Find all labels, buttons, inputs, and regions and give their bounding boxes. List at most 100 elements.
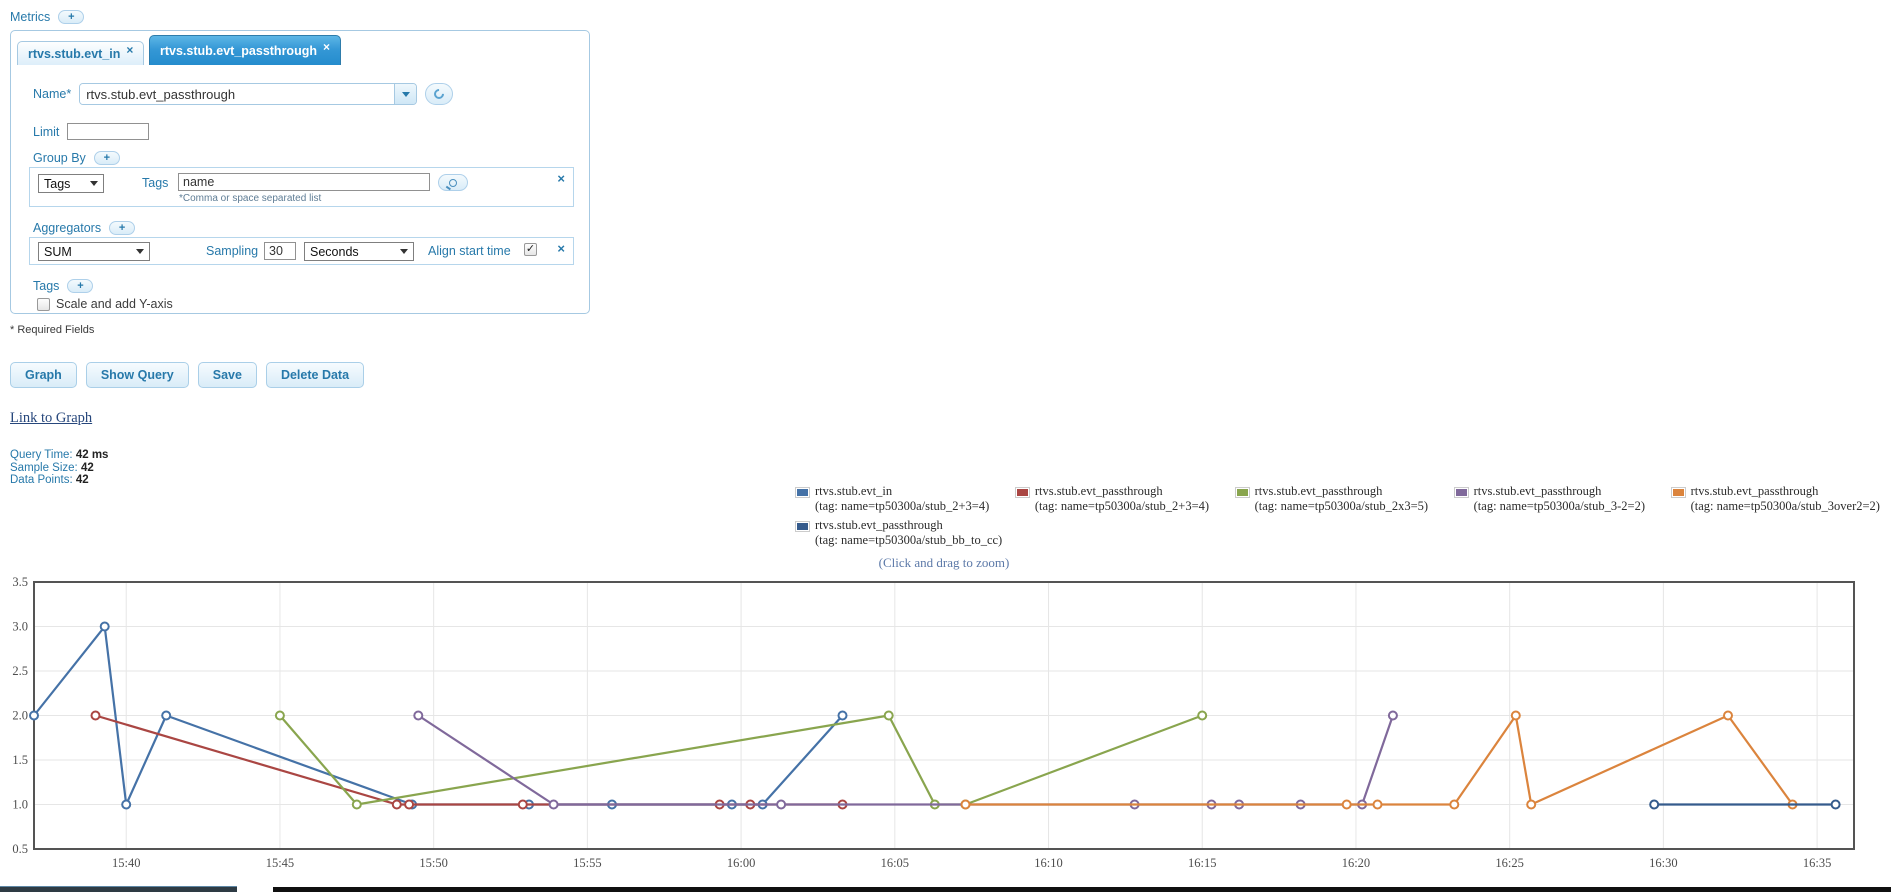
legend-color-swatch xyxy=(1014,487,1030,498)
data-point-marker xyxy=(99,621,110,632)
x-axis-tick-label: 16:05 xyxy=(881,856,909,870)
query-time-label: Query Time: xyxy=(10,449,73,461)
refresh-icon xyxy=(432,86,447,102)
y-axis-tick-label: 1.5 xyxy=(12,753,28,767)
sampling-unit-select[interactable]: Seconds xyxy=(304,242,414,261)
query-stats: Query Time: 42 ms Sample Size: 42 Data P… xyxy=(10,449,1891,487)
tab-evt-in[interactable]: rtvs.stub.evt_in × xyxy=(17,41,145,65)
remove-aggregator-icon[interactable]: × xyxy=(557,241,565,256)
series-line xyxy=(279,714,1203,806)
data-points-label: Data Points: xyxy=(10,474,73,486)
x-axis-tick-label: 16:20 xyxy=(1342,856,1370,870)
data-point-marker xyxy=(90,710,101,721)
data-point-marker xyxy=(274,710,285,721)
add-tag-button[interactable]: + xyxy=(67,279,94,293)
tab-label: rtvs.stub.evt_passthrough xyxy=(160,43,317,58)
align-start-time-checkbox[interactable]: ✓ xyxy=(524,243,537,256)
x-axis-tick-label: 16:10 xyxy=(1034,856,1062,870)
plus-icon: + xyxy=(77,279,84,292)
scale-y-axis-checkbox[interactable] xyxy=(37,297,50,311)
data-point-marker xyxy=(1449,799,1460,810)
legend-color-swatch xyxy=(795,487,810,498)
data-point-marker xyxy=(1372,799,1383,810)
groupby-type-select[interactable]: Tags xyxy=(38,174,104,193)
legend-color-swatch xyxy=(1453,487,1469,498)
sampling-unit-value: Seconds xyxy=(310,244,359,259)
show-query-button[interactable]: Show Query xyxy=(85,362,189,388)
legend-color-swatch xyxy=(795,521,810,532)
aggregator-function-value: SUM xyxy=(44,244,72,259)
metric-name-input[interactable] xyxy=(80,84,395,104)
data-point-marker xyxy=(1649,799,1660,810)
tags-hint: *Comma or space separated list xyxy=(179,193,322,204)
scale-y-axis-label: Scale and add Y-axis xyxy=(56,297,173,311)
groupby-tags-label: Tags xyxy=(142,176,169,190)
data-point-marker xyxy=(29,710,39,721)
data-point-marker xyxy=(1387,710,1398,721)
required-fields-note: * Required Fields xyxy=(10,324,95,336)
data-point-marker xyxy=(1830,799,1841,810)
delete-data-button[interactable]: Delete Data xyxy=(265,362,365,388)
tags-section-label: Tags xyxy=(33,279,60,293)
timeseries-chart[interactable]: 0.5 1.0 1.5 2.0 2.5 3.0 3.5 15:40 15:45 15:50 15:5… xyxy=(8,577,1880,877)
data-point-marker xyxy=(1341,799,1352,810)
legend-entry: rtvs.stub.evt_passthrough (tag: name=tp50… xyxy=(1670,484,1880,514)
x-axis-tick-label: 16:30 xyxy=(1649,856,1677,870)
data-point-marker xyxy=(1526,799,1537,810)
tab-evt-passthrough[interactable]: rtvs.stub.evt_passthrough × xyxy=(149,35,341,65)
bottom-edge-segment xyxy=(273,887,1891,892)
x-axis-tick-label: 15:40 xyxy=(112,856,140,870)
data-point-marker xyxy=(548,799,559,810)
group-by-label: Group By xyxy=(33,151,86,165)
tab-label: rtvs.stub.evt_in xyxy=(28,46,121,61)
data-point-marker xyxy=(121,799,132,810)
sampling-label: Sampling xyxy=(206,244,259,258)
link-to-graph[interactable]: Link to Graph xyxy=(10,410,93,426)
data-point-marker xyxy=(351,799,362,810)
x-axis-tick-label: 16:15 xyxy=(1188,856,1216,870)
chevron-down-icon xyxy=(136,249,144,254)
tab-close-icon[interactable]: × xyxy=(322,39,330,54)
data-point-marker xyxy=(1510,710,1521,721)
groupby-type-value: Tags xyxy=(44,176,71,191)
metric-panel: rtvs.stub.evt_in × rtvs.stub.evt_passthr… xyxy=(10,30,590,314)
data-point-marker xyxy=(413,710,424,721)
add-metric-button[interactable]: + xyxy=(58,10,85,24)
add-aggregator-button[interactable]: + xyxy=(109,221,136,235)
save-button[interactable]: Save xyxy=(197,362,257,388)
legend-label: rtvs.stub.evt_passthrough (tag: name=tp50… xyxy=(1690,484,1880,513)
sampling-value-input[interactable] xyxy=(264,242,296,260)
aggregator-function-select[interactable]: SUM xyxy=(38,242,150,261)
legend-label: rtvs.stub.evt_passthrough (tag: name=tp50… xyxy=(815,518,1003,547)
aggregator-row: SUM Sampling Seconds Align start time ✓ … xyxy=(29,237,574,265)
plus-icon: + xyxy=(68,10,75,23)
x-axis-tick-label: 16:00 xyxy=(727,856,755,870)
legend-entry: rtvs.stub.evt_passthrough (tag: name=tp50… xyxy=(795,518,1002,548)
x-axis-tick-label: 16:25 xyxy=(1495,856,1523,870)
y-axis-tick-label: 1.0 xyxy=(12,798,28,812)
tab-close-icon[interactable]: × xyxy=(126,42,134,57)
y-axis-tick-label: 0.5 xyxy=(12,842,28,856)
remove-group-by-icon[interactable]: × xyxy=(557,171,565,186)
y-axis-tick-label: 2.5 xyxy=(12,664,28,678)
metrics-header: Metrics + xyxy=(10,10,1891,24)
groupby-tags-input[interactable] xyxy=(178,173,430,191)
bottom-edge-segment xyxy=(0,886,237,892)
data-point-marker xyxy=(391,799,402,810)
data-point-marker xyxy=(517,799,528,810)
add-group-by-button[interactable]: + xyxy=(93,151,120,165)
chart-legend: rtvs.stub.evt_in (tag: name=tp50300a/stub… xyxy=(795,484,1880,548)
legend-label: rtvs.stub.evt_in (tag: name=tp50300a/stub… xyxy=(815,484,990,513)
tag-search-button[interactable] xyxy=(438,174,468,191)
name-dropdown-button[interactable] xyxy=(394,84,417,104)
data-points-value: 42 xyxy=(75,474,89,486)
plus-icon: + xyxy=(103,151,111,164)
sample-size-label: Sample Size: xyxy=(10,461,78,474)
limit-input[interactable] xyxy=(67,123,150,140)
refresh-metric-button[interactable] xyxy=(425,83,454,105)
search-icon xyxy=(449,178,457,187)
graph-button[interactable]: Graph xyxy=(10,362,77,388)
data-point-marker xyxy=(1197,710,1208,721)
legend-label: rtvs.stub.evt_passthrough (tag: name=tp50… xyxy=(1034,484,1210,513)
series-line xyxy=(965,714,1794,806)
